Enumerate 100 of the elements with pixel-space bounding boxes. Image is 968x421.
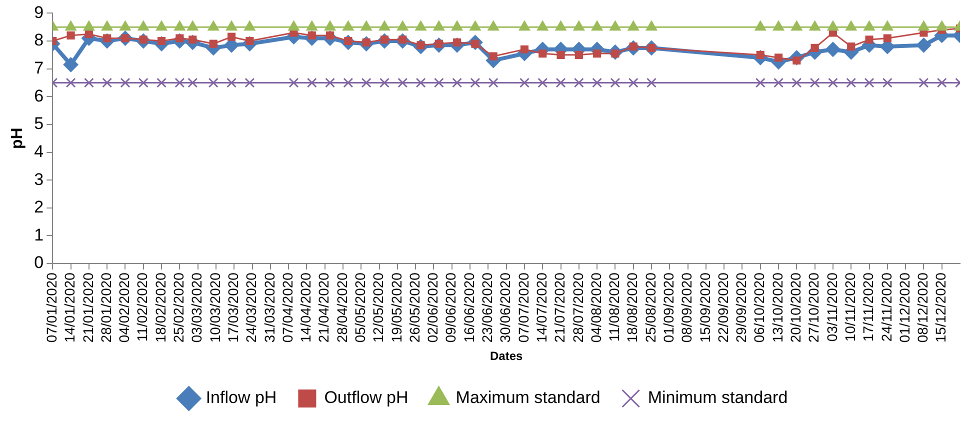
point bbox=[227, 32, 236, 41]
point bbox=[208, 20, 220, 31]
point bbox=[84, 30, 93, 38]
point bbox=[66, 31, 75, 40]
point bbox=[226, 20, 238, 31]
x-tick-label: 14/04/2020 bbox=[298, 272, 314, 343]
x-tick-label: 28/04/2020 bbox=[334, 272, 350, 343]
point bbox=[120, 20, 131, 31]
point bbox=[174, 20, 186, 31]
point bbox=[66, 78, 76, 88]
point bbox=[416, 78, 426, 88]
point bbox=[864, 20, 875, 31]
x-tick-label: 22/09/2020 bbox=[714, 272, 731, 343]
point bbox=[396, 20, 408, 31]
x-tick-label: 06/10/2020 bbox=[751, 272, 768, 343]
point bbox=[755, 78, 766, 88]
x-tick-label: 31/03/2020 bbox=[261, 272, 278, 343]
point bbox=[520, 45, 529, 54]
point bbox=[415, 20, 426, 31]
point bbox=[882, 20, 894, 31]
x-tick-label: 14/01/2020 bbox=[62, 272, 78, 343]
x-tick-label: 27/10/2020 bbox=[806, 272, 822, 343]
point bbox=[138, 20, 150, 31]
y-axis-title: pH bbox=[9, 128, 26, 150]
point bbox=[916, 38, 932, 53]
point bbox=[488, 20, 500, 31]
point bbox=[591, 20, 603, 31]
x-tick-label: 29/09/2020 bbox=[733, 272, 750, 343]
x-tick-label: 19/05/2020 bbox=[388, 272, 404, 343]
point bbox=[646, 20, 658, 31]
y-tick-label: 8 bbox=[34, 30, 44, 50]
legend-label: Inflow pH bbox=[206, 388, 277, 408]
x-tick-label: 30/06/2020 bbox=[497, 272, 514, 343]
point bbox=[360, 20, 372, 31]
point bbox=[825, 42, 840, 57]
point bbox=[918, 20, 930, 31]
x-tick-label: 18/08/2020 bbox=[624, 272, 640, 343]
point bbox=[361, 78, 372, 88]
y-tick-label: 1 bbox=[34, 225, 44, 244]
point bbox=[574, 50, 583, 59]
point bbox=[398, 78, 408, 88]
point bbox=[846, 78, 856, 88]
point bbox=[226, 78, 237, 88]
point bbox=[754, 20, 766, 31]
point bbox=[828, 78, 838, 88]
point bbox=[882, 78, 892, 88]
x-tick-label: 14/07/2020 bbox=[533, 272, 550, 343]
x-tick-label: 11/08/2020 bbox=[606, 272, 622, 342]
point bbox=[593, 49, 602, 58]
point bbox=[244, 20, 256, 31]
point bbox=[573, 20, 585, 31]
point bbox=[451, 20, 463, 31]
x-tick-label: 07/01/2020 bbox=[44, 272, 60, 343]
x-tick-label: 03/11/2020 bbox=[824, 272, 840, 342]
point bbox=[138, 78, 148, 88]
point bbox=[101, 20, 113, 31]
point bbox=[555, 20, 566, 31]
x-tick-label: 25/08/2020 bbox=[642, 272, 658, 343]
x-tick-label: 04/02/2020 bbox=[116, 272, 132, 343]
point bbox=[470, 20, 481, 31]
y-tick-label: 6 bbox=[34, 86, 44, 106]
point bbox=[538, 78, 548, 88]
point bbox=[120, 78, 130, 88]
point bbox=[538, 49, 547, 58]
x-tick-label: 12/05/2020 bbox=[370, 272, 386, 343]
x-tick-label: 28/01/2020 bbox=[98, 272, 114, 343]
y-tick-label: 4 bbox=[34, 142, 44, 161]
point bbox=[489, 52, 498, 60]
point bbox=[810, 78, 820, 88]
point bbox=[518, 20, 530, 31]
point bbox=[156, 20, 168, 31]
x-tick-label: 03/03/2020 bbox=[188, 272, 205, 343]
x-tick-label: 15/12/2020 bbox=[932, 272, 949, 343]
point bbox=[379, 78, 390, 88]
point bbox=[847, 42, 856, 51]
point bbox=[378, 20, 390, 31]
x-tick-label: 04/08/2020 bbox=[588, 272, 604, 343]
y-tick-label: 9 bbox=[34, 2, 44, 22]
y-tick-label: 3 bbox=[34, 170, 44, 189]
x-tick-label: 21/01/2020 bbox=[80, 272, 96, 343]
x-tick-label: 21/07/2020 bbox=[552, 272, 568, 343]
x-tick-label: 15/09/2020 bbox=[696, 272, 713, 343]
legend-label: Minimum standard bbox=[648, 388, 788, 408]
x-tick-label: 16/06/2020 bbox=[460, 272, 477, 343]
point bbox=[156, 78, 167, 88]
point bbox=[209, 40, 218, 48]
x-tick-label: 01/09/2020 bbox=[660, 272, 677, 343]
x-tick-label: 26/05/2020 bbox=[406, 272, 422, 343]
point bbox=[519, 78, 530, 88]
point bbox=[208, 78, 218, 88]
x-tick-label: 24/11/2020 bbox=[878, 272, 894, 342]
point bbox=[936, 20, 948, 31]
point bbox=[774, 78, 784, 88]
x-tick-label: 25/02/2020 bbox=[170, 272, 187, 343]
point bbox=[936, 78, 947, 88]
point bbox=[186, 20, 198, 31]
x-tick-label: 18/02/2020 bbox=[152, 272, 168, 343]
y-tick-label: 0 bbox=[34, 253, 44, 272]
point bbox=[306, 78, 317, 88]
x-tick-label: 23/06/2020 bbox=[479, 272, 496, 343]
